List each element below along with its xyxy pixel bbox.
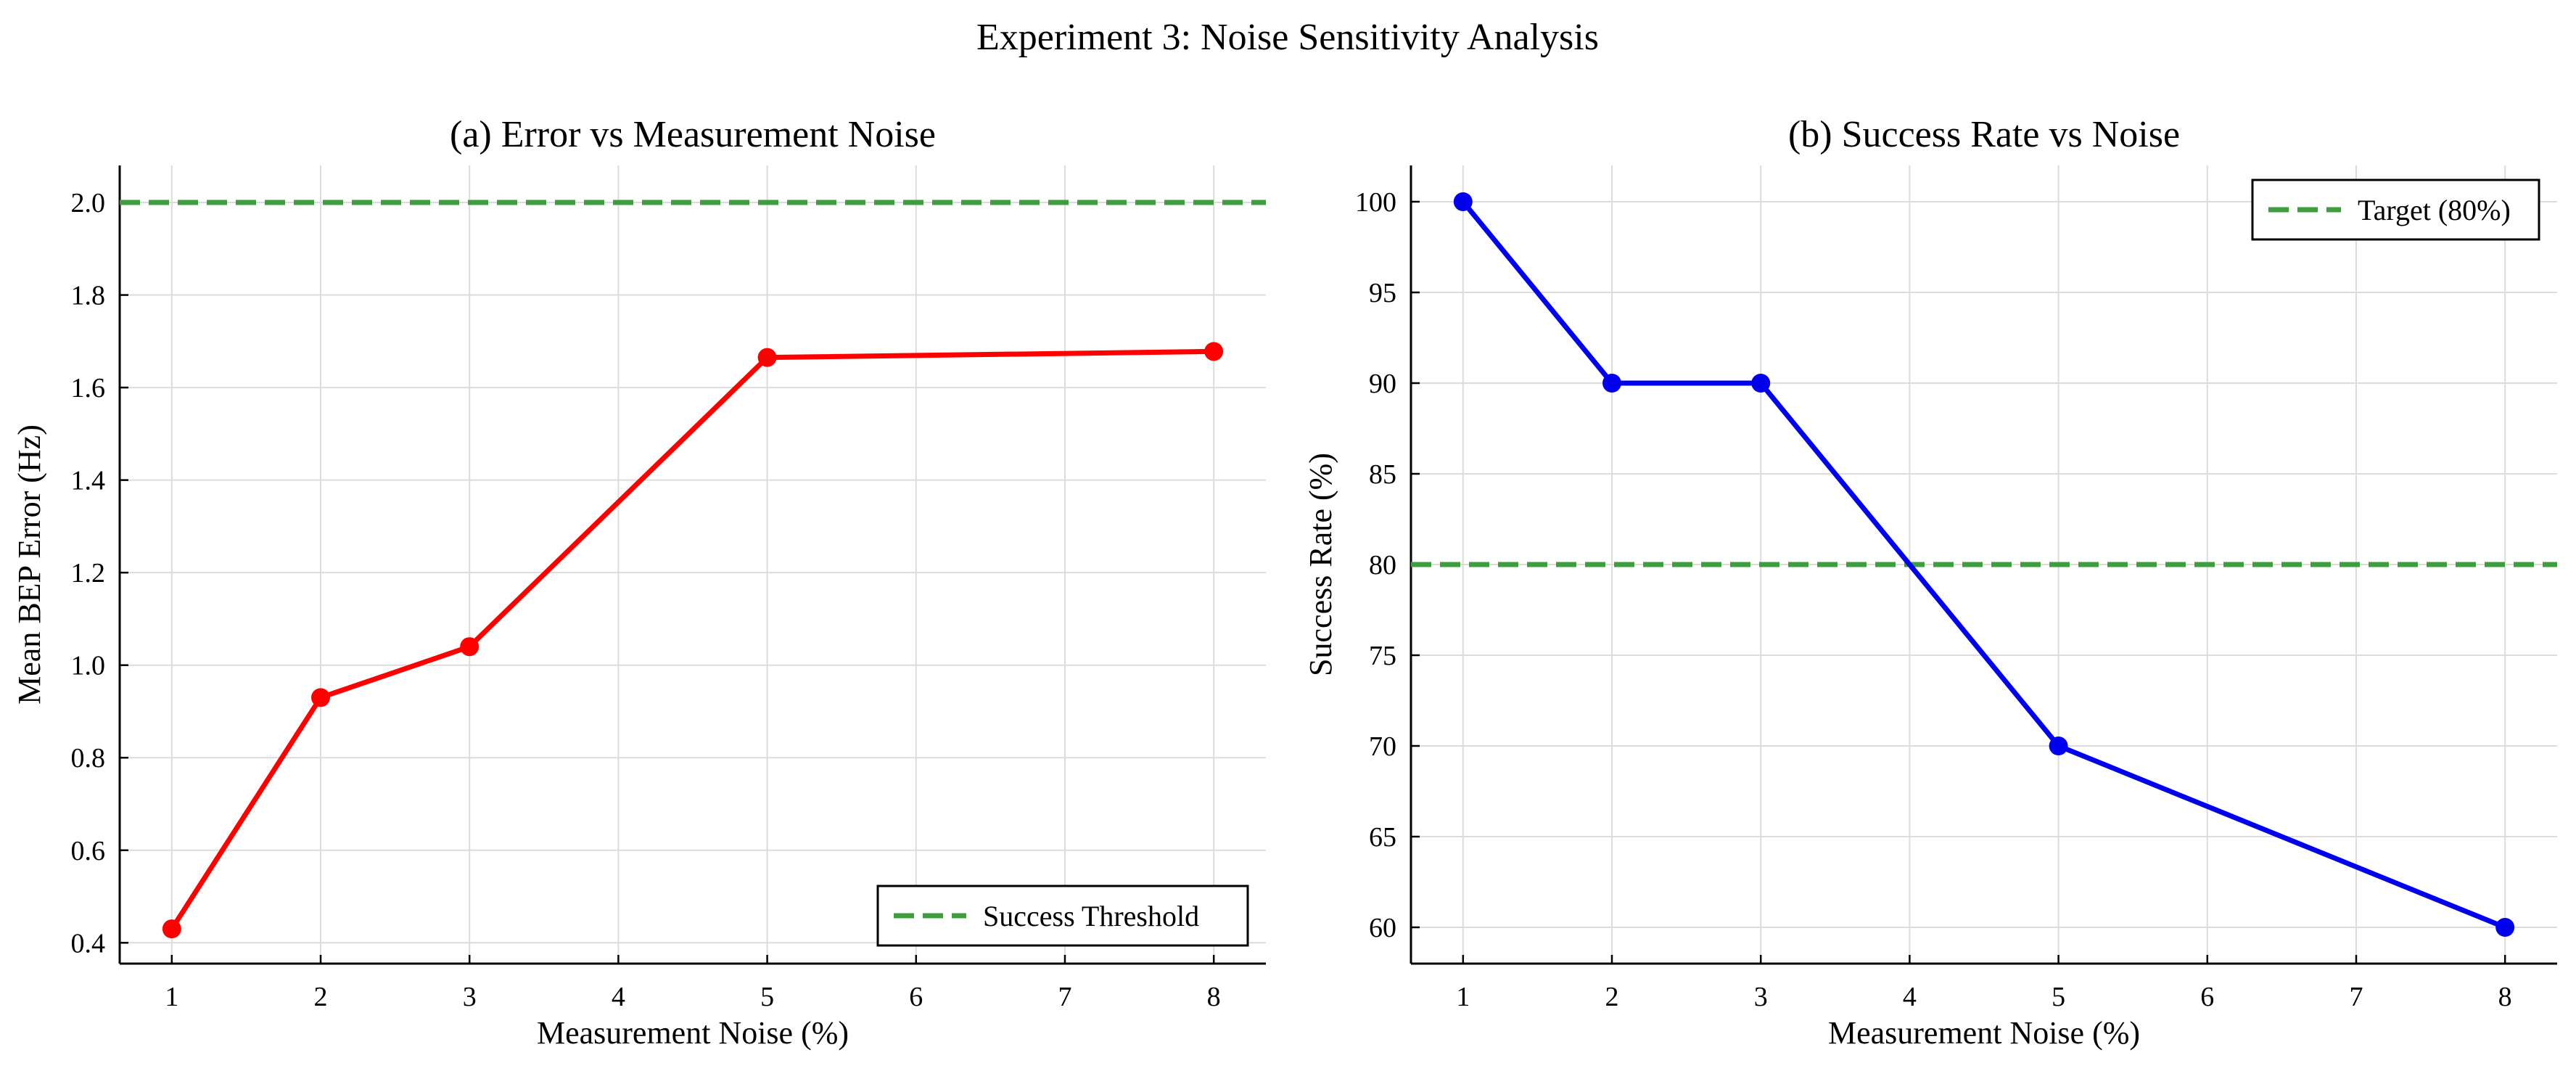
data-point [162,919,181,939]
legend: Success Threshold [876,885,1249,947]
y-tick-label: 1.2 [71,558,106,588]
x-tick-label: 6 [909,982,923,1012]
data-point [2049,736,2068,755]
chart-panel-1: 1 2 3 4 5 6 7 8 0.4 0.6 0.8 1.0 1.2 1.4 1.6 1.8 2.0 (a) E… [12,114,1266,1051]
y-tick-label: 1.4 [71,466,106,496]
panel-title: (a) Error vs Measurement Noise [450,114,936,155]
x-tick-label: 4 [612,982,625,1012]
chart-panels: 1 2 3 4 5 6 7 8 0.4 0.6 0.8 1.0 1.2 1.4 1.6 1.8 2.0 (a) E… [12,114,2557,1051]
y-tick-label: 0.6 [71,836,106,866]
x-axis-label: Measurement Noise (%) [537,1015,849,1051]
x-tick-label: 1 [1456,982,1470,1012]
y-tick-label: 60 [1369,913,1396,943]
y-tick-label: 95 [1369,278,1396,308]
y-tick-label: 75 [1369,641,1396,671]
legend-label: Target (80%) [2358,194,2511,226]
legend-label: Success Threshold [983,900,1199,932]
data-point [2495,918,2515,937]
x-tick-label: 7 [1058,982,1071,1012]
y-tick-label: 1.0 [71,651,106,681]
x-tick-label: 3 [1754,982,1768,1012]
x-tick-label: 7 [2349,982,2363,1012]
y-axis-label: Success Rate (%) [1303,453,1338,676]
x-tick-label: 4 [1903,982,1917,1012]
y-axis-label: Mean BEP Error (Hz) [12,424,47,705]
x-tick-label: 8 [1207,982,1221,1012]
x-tick-label: 3 [463,982,477,1012]
y-tick-label: 90 [1369,369,1396,399]
y-tick-label: 100 [1355,187,1396,218]
data-point [757,348,777,367]
data-point [311,688,331,707]
x-tick-label: 1 [165,982,178,1012]
x-tick-label: 6 [2200,982,2214,1012]
y-tick-label: 1.8 [71,281,106,311]
data-point [1751,374,1771,393]
y-tick-label: 2.0 [71,188,106,218]
x-tick-label: 2 [314,982,328,1012]
data-point [1204,342,1224,361]
y-tick-label: 0.8 [71,743,106,774]
x-tick-label: 5 [760,982,774,1012]
x-tick-label: 8 [2498,982,2512,1012]
y-tick-label: 65 [1369,822,1396,853]
y-tick-label: 0.4 [71,928,106,959]
y-tick-label: 70 [1369,731,1396,762]
y-tick-label: 80 [1369,550,1396,580]
y-tick-label: 85 [1369,459,1396,490]
x-tick-label: 5 [2052,982,2065,1012]
panel-title: (b) Success Rate vs Noise [1788,114,2180,155]
y-tick-label: 1.6 [71,373,106,403]
x-axis-label: Measurement Noise (%) [1828,1015,2140,1051]
legend: Target (80%) [2251,178,2540,241]
x-tick-label: 2 [1605,982,1619,1012]
data-point [460,637,480,657]
data-point [1602,374,1622,393]
figure-title: Experiment 3: Noise Sensitivity Analysis [976,17,1599,58]
chart-panel-2: 1 2 3 4 5 6 7 8 60 65 70 75 80 85 90 95 100 (b) Success R… [1303,114,2557,1051]
data-point [1453,192,1473,211]
